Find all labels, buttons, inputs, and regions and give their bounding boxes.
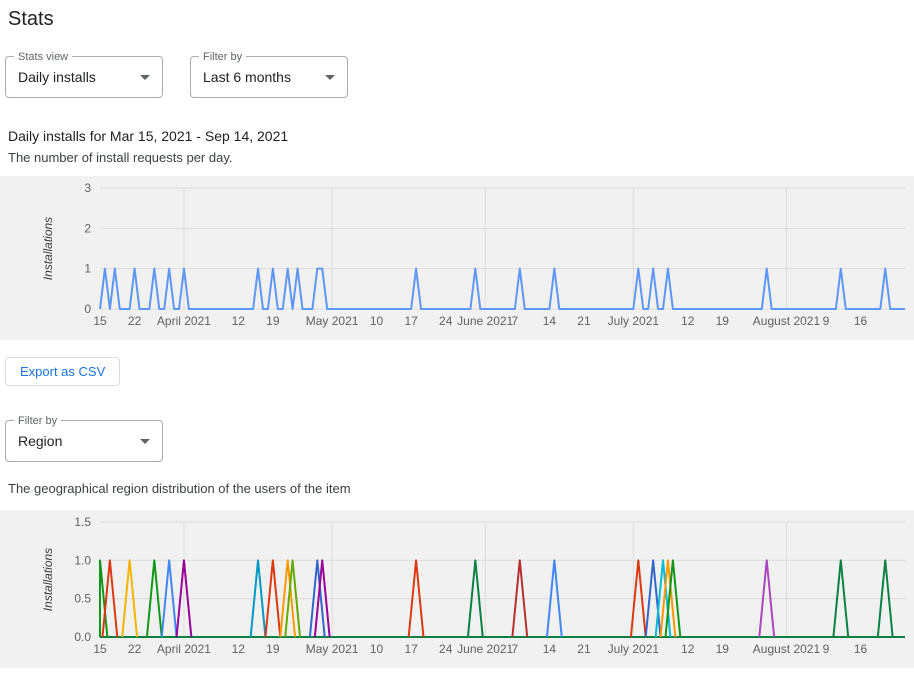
svg-text:19: 19 bbox=[716, 642, 730, 656]
svg-text:Installations: Installations bbox=[41, 217, 55, 280]
svg-text:12: 12 bbox=[681, 642, 695, 656]
svg-text:May 2021: May 2021 bbox=[306, 642, 359, 656]
svg-text:22: 22 bbox=[128, 314, 142, 328]
filter-region-select-value: Region bbox=[18, 433, 63, 449]
svg-text:10: 10 bbox=[370, 642, 384, 656]
svg-text:21: 21 bbox=[577, 642, 591, 656]
svg-text:0: 0 bbox=[84, 302, 91, 316]
svg-text:July 2021: July 2021 bbox=[608, 314, 660, 328]
filter-period-select-label: Filter by bbox=[199, 51, 247, 63]
svg-text:24: 24 bbox=[439, 314, 453, 328]
dropdown-arrow-icon bbox=[140, 439, 150, 444]
daily-installs-chart[interactable]: 0 1 2 3 15 22 April 2021 12 19 May 2021 10 17 24 June… bbox=[0, 176, 914, 340]
svg-text:21: 21 bbox=[577, 314, 591, 328]
svg-text:July 2021: July 2021 bbox=[608, 642, 660, 656]
svg-text:1.0: 1.0 bbox=[74, 553, 91, 567]
svg-text:August 2021: August 2021 bbox=[753, 314, 821, 328]
region-distribution-chart-svg: 0.0 0.5 1.0 1.5 15 22 April 2021 12 19 May 2021 10… bbox=[41, 515, 905, 656]
dropdown-arrow-icon bbox=[140, 75, 150, 80]
svg-text:12: 12 bbox=[681, 314, 695, 328]
svg-text:1.5: 1.5 bbox=[74, 515, 91, 529]
svg-text:19: 19 bbox=[266, 314, 280, 328]
svg-text:Installations: Installations bbox=[41, 548, 55, 611]
filter-region-select[interactable]: Filter by Region bbox=[5, 415, 163, 462]
svg-text:0.5: 0.5 bbox=[74, 592, 91, 606]
svg-text:June 2021: June 2021 bbox=[457, 314, 513, 328]
svg-text:April 2021: April 2021 bbox=[157, 314, 211, 328]
svg-text:19: 19 bbox=[266, 642, 280, 656]
svg-text:17: 17 bbox=[404, 642, 418, 656]
svg-text:24: 24 bbox=[439, 642, 453, 656]
svg-text:7: 7 bbox=[512, 314, 519, 328]
stats-view-select[interactable]: Stats view Daily installs bbox=[5, 51, 163, 98]
svg-text:17: 17 bbox=[404, 314, 418, 328]
svg-text:16: 16 bbox=[854, 642, 868, 656]
daily-installs-heading: Daily installs for Mar 15, 2021 - Sep 14… bbox=[8, 128, 289, 144]
svg-text:April 2021: April 2021 bbox=[157, 642, 211, 656]
export-csv-button[interactable]: Export as CSV bbox=[5, 357, 121, 386]
svg-text:15: 15 bbox=[93, 314, 107, 328]
svg-text:22: 22 bbox=[128, 642, 142, 656]
dropdown-arrow-icon bbox=[325, 75, 335, 80]
svg-text:16: 16 bbox=[854, 314, 868, 328]
filter-period-select-value: Last 6 months bbox=[203, 69, 291, 85]
stats-view-select-value: Daily installs bbox=[18, 69, 96, 85]
svg-text:9: 9 bbox=[823, 314, 830, 328]
svg-text:14: 14 bbox=[543, 314, 557, 328]
svg-text:0.0: 0.0 bbox=[74, 630, 91, 644]
filter-region-select-label: Filter by bbox=[14, 415, 62, 427]
svg-text:9: 9 bbox=[823, 642, 830, 656]
svg-text:7: 7 bbox=[512, 642, 519, 656]
svg-text:15: 15 bbox=[93, 642, 107, 656]
svg-text:August 2021: August 2021 bbox=[753, 642, 821, 656]
svg-text:June 2021: June 2021 bbox=[457, 642, 513, 656]
svg-text:3: 3 bbox=[84, 181, 91, 195]
daily-installs-subtitle: The number of install requests per day. bbox=[8, 150, 233, 165]
stats-view-select-label: Stats view bbox=[14, 51, 73, 63]
svg-text:12: 12 bbox=[232, 642, 246, 656]
region-controls: Filter by Region bbox=[5, 415, 914, 462]
svg-text:2: 2 bbox=[84, 221, 91, 235]
stats-controls: Stats view Daily installs Filter by Last… bbox=[5, 51, 914, 98]
svg-text:1: 1 bbox=[84, 262, 91, 276]
svg-text:12: 12 bbox=[232, 314, 246, 328]
svg-text:14: 14 bbox=[543, 642, 557, 656]
filter-period-select[interactable]: Filter by Last 6 months bbox=[190, 51, 348, 98]
page-title: Stats bbox=[8, 8, 54, 30]
region-distribution-chart[interactable]: 0.0 0.5 1.0 1.5 15 22 April 2021 12 19 May 2021 10… bbox=[0, 510, 914, 668]
svg-text:19: 19 bbox=[716, 314, 730, 328]
region-distribution-subtitle: The geographical region distribution of … bbox=[8, 481, 351, 496]
svg-text:10: 10 bbox=[370, 314, 384, 328]
svg-text:May 2021: May 2021 bbox=[306, 314, 359, 328]
